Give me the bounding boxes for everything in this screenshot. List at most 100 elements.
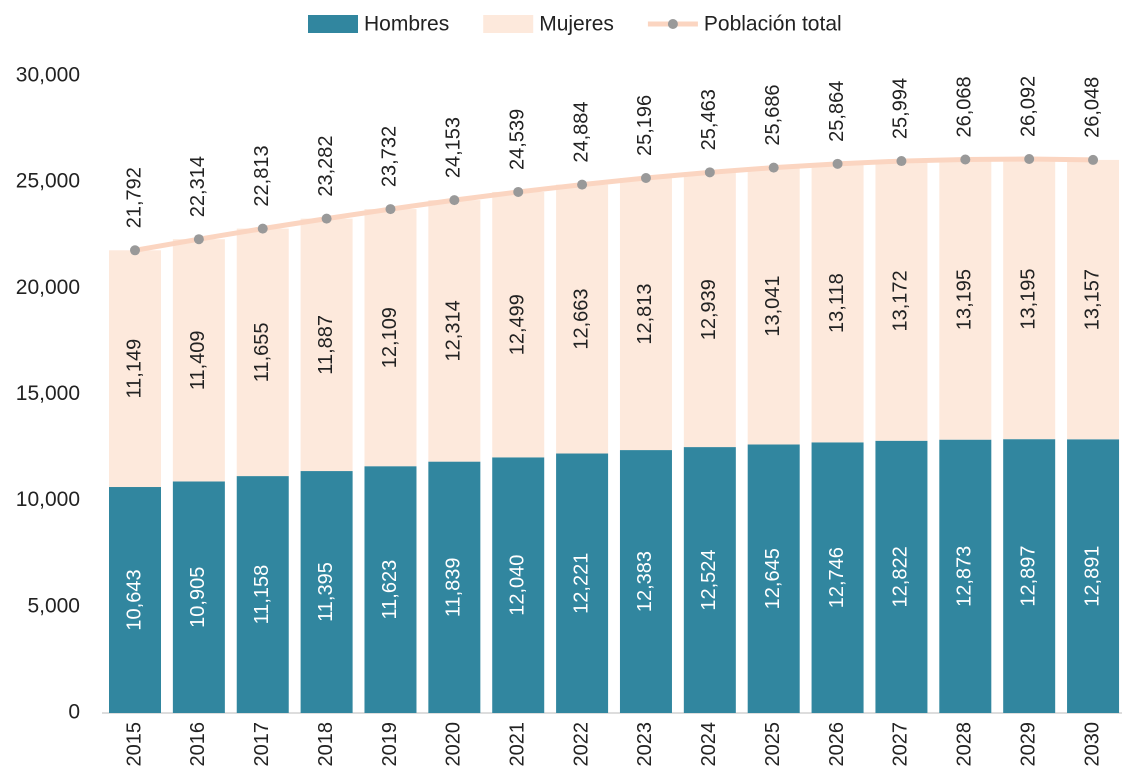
- data-label: 12,746: [826, 547, 848, 608]
- line-marker: [960, 154, 971, 165]
- data-label: 11,655: [251, 322, 273, 382]
- legend-label: Población total: [704, 13, 842, 36]
- data-label: 12,939: [698, 279, 720, 340]
- bar: [172, 481, 225, 713]
- data-label: 11,839: [443, 557, 465, 617]
- data-label: 12,822: [890, 546, 912, 607]
- line-marker: [257, 223, 268, 234]
- data-label: 23,282: [315, 135, 337, 196]
- data-label: 12,813: [634, 283, 656, 344]
- bar: [619, 178, 672, 451]
- data-label: 12,645: [762, 548, 784, 609]
- data-label: 12,663: [570, 288, 592, 349]
- bar: [556, 453, 609, 713]
- bar: [1003, 158, 1056, 440]
- data-label: 12,524: [698, 549, 720, 610]
- x-tick-label: 2026: [826, 722, 848, 767]
- bar: [939, 159, 992, 440]
- data-label: 12,383: [634, 551, 656, 612]
- bar: [1003, 439, 1056, 713]
- x-tick-label: 2025: [762, 722, 784, 767]
- bar: [172, 239, 225, 482]
- bar: [1067, 439, 1120, 713]
- legend-swatch: [483, 15, 534, 33]
- bar: [492, 191, 545, 458]
- data-label: 26,092: [1017, 76, 1039, 137]
- data-label: 13,195: [1017, 268, 1039, 329]
- bar: [109, 487, 161, 713]
- data-label: 13,041: [762, 275, 784, 336]
- data-label: 12,109: [379, 307, 401, 368]
- bar: [619, 450, 672, 713]
- line-marker: [385, 204, 396, 215]
- x-tick-label: 2030: [1081, 722, 1103, 767]
- data-label: 22,813: [251, 145, 273, 206]
- data-label: 12,897: [1017, 545, 1039, 606]
- data-label: 12,499: [507, 294, 529, 355]
- data-label: 25,463: [698, 89, 720, 150]
- bar: [428, 461, 481, 713]
- line-marker: [321, 213, 332, 224]
- bar: [747, 167, 800, 445]
- data-label: 25,994: [890, 78, 912, 139]
- y-tick-label: 15,000: [16, 382, 80, 405]
- line-marker: [130, 245, 140, 256]
- data-label: 11,395: [315, 562, 337, 622]
- legend-marker: [667, 19, 678, 29]
- x-tick-label: 2022: [570, 722, 592, 767]
- line-marker: [768, 162, 779, 173]
- bar: [875, 440, 928, 713]
- bar: [109, 250, 161, 488]
- y-tick-label: 30,000: [16, 64, 80, 87]
- bar: [364, 209, 417, 467]
- bar: [300, 471, 353, 713]
- legend-label: Hombres: [364, 13, 449, 36]
- data-label: 11,158: [251, 565, 273, 625]
- y-tick-label: 5,000: [27, 594, 80, 617]
- bar: [300, 218, 353, 472]
- bar: [428, 200, 481, 462]
- x-tick-label: 2021: [507, 722, 529, 767]
- data-label: 12,873: [954, 546, 976, 607]
- bar: [556, 184, 609, 454]
- data-label: 25,686: [762, 84, 784, 145]
- data-label: 13,157: [1081, 269, 1103, 330]
- bar: [236, 476, 289, 713]
- data-label: 13,172: [890, 270, 912, 331]
- bar: [1067, 159, 1120, 440]
- line-marker: [1088, 154, 1099, 165]
- data-label: 22,314: [187, 156, 209, 217]
- legend-label: Mujeres: [539, 13, 614, 36]
- data-label: 11,887: [315, 315, 337, 375]
- x-tick-label: 2018: [315, 722, 337, 767]
- bar: [811, 163, 864, 443]
- bar: [683, 172, 736, 448]
- data-label: 26,048: [1081, 77, 1103, 138]
- x-tick-label: 2015: [123, 722, 145, 767]
- bar: [683, 447, 736, 713]
- x-tick-label: 2023: [634, 722, 656, 767]
- data-label: 25,864: [826, 81, 848, 142]
- legend-swatch: [308, 15, 358, 33]
- data-label: 21,792: [123, 167, 145, 228]
- data-label: 24,153: [443, 117, 465, 178]
- x-tick-label: 2020: [443, 722, 465, 767]
- data-label: 13,118: [826, 273, 848, 333]
- x-tick-label: 2024: [698, 722, 720, 767]
- x-tick-label: 2019: [379, 722, 401, 767]
- line-marker: [513, 186, 524, 197]
- bar: [236, 228, 289, 477]
- line-marker: [449, 195, 460, 206]
- x-tick-label: 2029: [1017, 722, 1039, 767]
- line-marker: [193, 234, 204, 245]
- y-tick-label: 20,000: [16, 276, 80, 299]
- data-label: 13,195: [954, 269, 976, 330]
- x-tick-label: 2028: [954, 722, 976, 767]
- line: [134, 156, 1094, 253]
- data-label: 25,196: [634, 95, 656, 156]
- bar: [875, 161, 928, 441]
- data-label: 11,149: [123, 339, 145, 399]
- data-label: 23,732: [379, 126, 401, 187]
- data-label: 26,068: [954, 76, 976, 137]
